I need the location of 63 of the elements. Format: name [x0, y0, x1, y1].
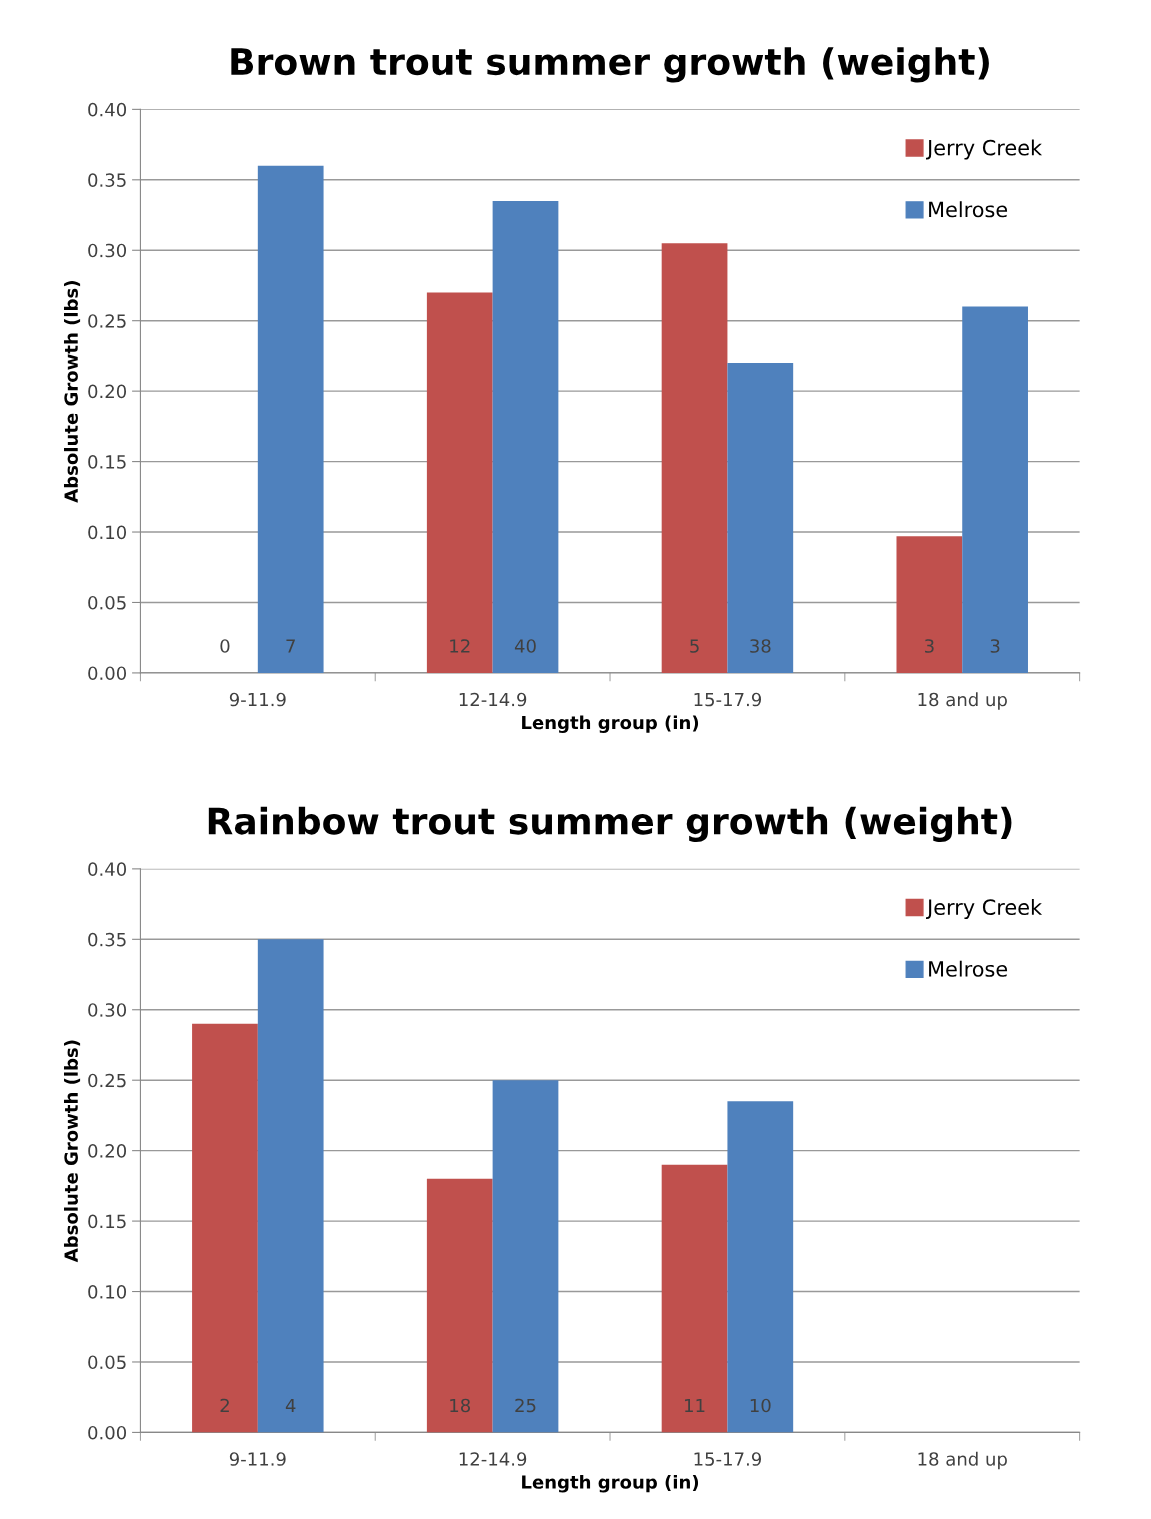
- annotation: 3: [990, 639, 1000, 653]
- x-tick-label: 18 and up: [918, 1451, 1007, 1470]
- y-tick-label: 0.40: [88, 862, 127, 876]
- x-tick-label: 12-14.9: [459, 692, 527, 707]
- bar: [492, 200, 559, 673]
- x-axis-title: Length group (in): [522, 1474, 699, 1493]
- annotation: 18: [450, 1398, 471, 1413]
- bar: [257, 165, 324, 673]
- bar: [661, 243, 728, 673]
- y-tick-label: 0.30: [88, 1003, 127, 1017]
- annotation: 0: [220, 639, 230, 653]
- annotation: 12: [450, 639, 470, 653]
- annotation: 10: [750, 1398, 771, 1413]
- bar: [192, 1023, 258, 1433]
- y-tick-label: 0.00: [88, 1425, 127, 1440]
- chart-title: Rainbow trout summer growth (weight): [208, 806, 1012, 842]
- legend-label: Melrose: [929, 960, 1008, 977]
- x-tick-label: 18 and up: [918, 692, 1007, 710]
- y-tick-label: 0.20: [88, 384, 127, 399]
- y-tick-label: 0.25: [88, 1073, 126, 1088]
- bar: [727, 1101, 794, 1433]
- y-tick-label: 0.30: [88, 243, 127, 258]
- x-tick-label: 15-17.9: [694, 1452, 762, 1466]
- x-axis-title: Length group (in): [522, 715, 699, 734]
- x-tick-label: 12-14.9: [459, 1452, 527, 1466]
- annotation: 5: [690, 639, 699, 653]
- legend-label: Jerry Creek: [926, 898, 1043, 920]
- annotation: 2: [220, 1398, 229, 1413]
- bar: [661, 1164, 728, 1433]
- y-tick-label: 0.15: [88, 1214, 126, 1229]
- y-axis-title: Absolute Growth (lbs): [64, 1040, 81, 1263]
- y-axis-title: Absolute Growth (lbs): [64, 281, 81, 503]
- annotation: 7: [286, 639, 295, 653]
- annotation: 40: [514, 639, 536, 653]
- y-tick-label: 0.20: [88, 1144, 127, 1158]
- y-tick-label: 0.10: [88, 525, 127, 540]
- x-tick-label: 9-11.9: [229, 692, 286, 707]
- chart-title: Brown trout summer growth (weight): [231, 47, 989, 83]
- annotation: 3: [925, 639, 934, 653]
- y-tick-label: 0.40: [88, 102, 127, 117]
- annotation: 25: [515, 1398, 536, 1413]
- bar: [727, 362, 794, 673]
- annotation: 38: [750, 639, 771, 653]
- bar: [492, 1080, 559, 1433]
- x-tick-label: 15-17.9: [694, 692, 762, 707]
- y-tick-label: 0.15: [88, 455, 126, 469]
- y-tick-label: 0.35: [88, 173, 126, 187]
- bar: [896, 536, 963, 673]
- y-tick-label: 0.10: [88, 1284, 127, 1299]
- bar: [426, 292, 493, 673]
- annotation: 11: [685, 1398, 705, 1413]
- y-tick-label: 0.35: [88, 932, 126, 947]
- y-tick-label: 0.05: [88, 595, 126, 610]
- annotation: 4: [285, 1398, 296, 1413]
- bar: [257, 939, 324, 1433]
- bar: [962, 306, 1028, 673]
- y-tick-label: 0.00: [88, 666, 127, 681]
- legend-label: Jerry Creek: [926, 139, 1043, 160]
- y-tick-label: 0.25: [88, 314, 126, 328]
- legend-label: Melrose: [929, 201, 1008, 218]
- bar: [426, 1178, 493, 1433]
- y-tick-label: 0.05: [88, 1355, 126, 1370]
- x-tick-label: 9-11.9: [229, 1452, 286, 1466]
